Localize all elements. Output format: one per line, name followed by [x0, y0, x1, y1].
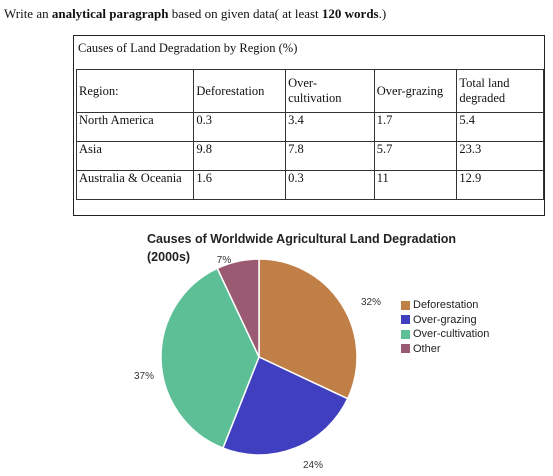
chart-legend: Deforestation Over-grazing Over-cultivatio… — [401, 298, 489, 356]
pie-slice-over-cultivation — [160, 267, 260, 450]
pie-label-other: 7% — [217, 255, 232, 266]
legend-label: Deforestation — [413, 299, 479, 312]
legend-swatch — [401, 300, 410, 310]
table-cell: 3.4 — [285, 112, 375, 142]
instruction-mid: based on given data( at least — [168, 6, 322, 21]
table-row: Asia 9.8 7.8 5.7 23.3 — [75, 141, 544, 171]
table-cell: Australia & Oceania — [75, 170, 195, 200]
header-cell: Region: — [75, 69, 195, 113]
table-row: Australia & Oceania 1.6 0.3 11 12.9 — [75, 170, 544, 200]
instruction-bold-paragraph: analytical paragraph — [51, 6, 169, 21]
table-cell: 12.9 — [456, 170, 544, 200]
table-cell: 0.3 — [285, 170, 375, 200]
legend-swatch — [401, 329, 410, 339]
pie-slice-deforestation — [258, 258, 358, 400]
header-cell: Deforestation — [193, 69, 287, 113]
pie-label-deforestation: 32% — [361, 297, 381, 308]
legend-item: Other — [401, 342, 489, 357]
instruction-bold-words: 120 words — [321, 6, 379, 21]
table-cell: Asia — [75, 141, 195, 171]
header-cell: Total land degraded — [456, 69, 544, 113]
legend-label: Other — [413, 342, 441, 355]
table-cell: 1.6 — [193, 170, 287, 200]
legend-swatch — [401, 344, 410, 354]
instruction-pre: Write an — [4, 6, 52, 21]
table-cell: 0.3 — [193, 112, 287, 142]
chart-title: Causes of Worldwide Agricultural Land De… — [147, 232, 457, 264]
pie-label-over-grazing: 24% — [303, 460, 323, 471]
instruction-text: Write an analytical paragraph based on g… — [4, 6, 386, 22]
table-cell: 23.3 — [456, 141, 544, 171]
pie-slice-other — [216, 258, 260, 358]
table-cell: 5.7 — [373, 141, 458, 171]
legend-label: Over-cultivation — [413, 328, 490, 341]
table-row: North America 0.3 3.4 1.7 5.4 — [75, 112, 544, 142]
pie-label-over-cultivation: 37% — [134, 371, 154, 382]
table-caption: Causes of Land Degradation by Region (%) — [78, 41, 298, 55]
legend-item: Over-cultivation — [401, 327, 489, 342]
table-cell: 7.8 — [285, 141, 375, 171]
instruction-post: .) — [378, 6, 387, 21]
legend-item: Over-grazing — [401, 313, 489, 328]
table-cell: 5.4 — [456, 112, 544, 142]
legend-label: Over-grazing — [413, 313, 477, 326]
legend-swatch — [401, 315, 410, 325]
table-container: Causes of Land Degradation by Region (%)… — [73, 35, 545, 216]
table-cell: 1.7 — [373, 112, 458, 142]
legend-item: Deforestation — [401, 298, 489, 313]
pie-slice-over-grazing — [221, 355, 349, 456]
land-degradation-table: Region: Deforestation Over- cultivation … — [75, 69, 544, 200]
